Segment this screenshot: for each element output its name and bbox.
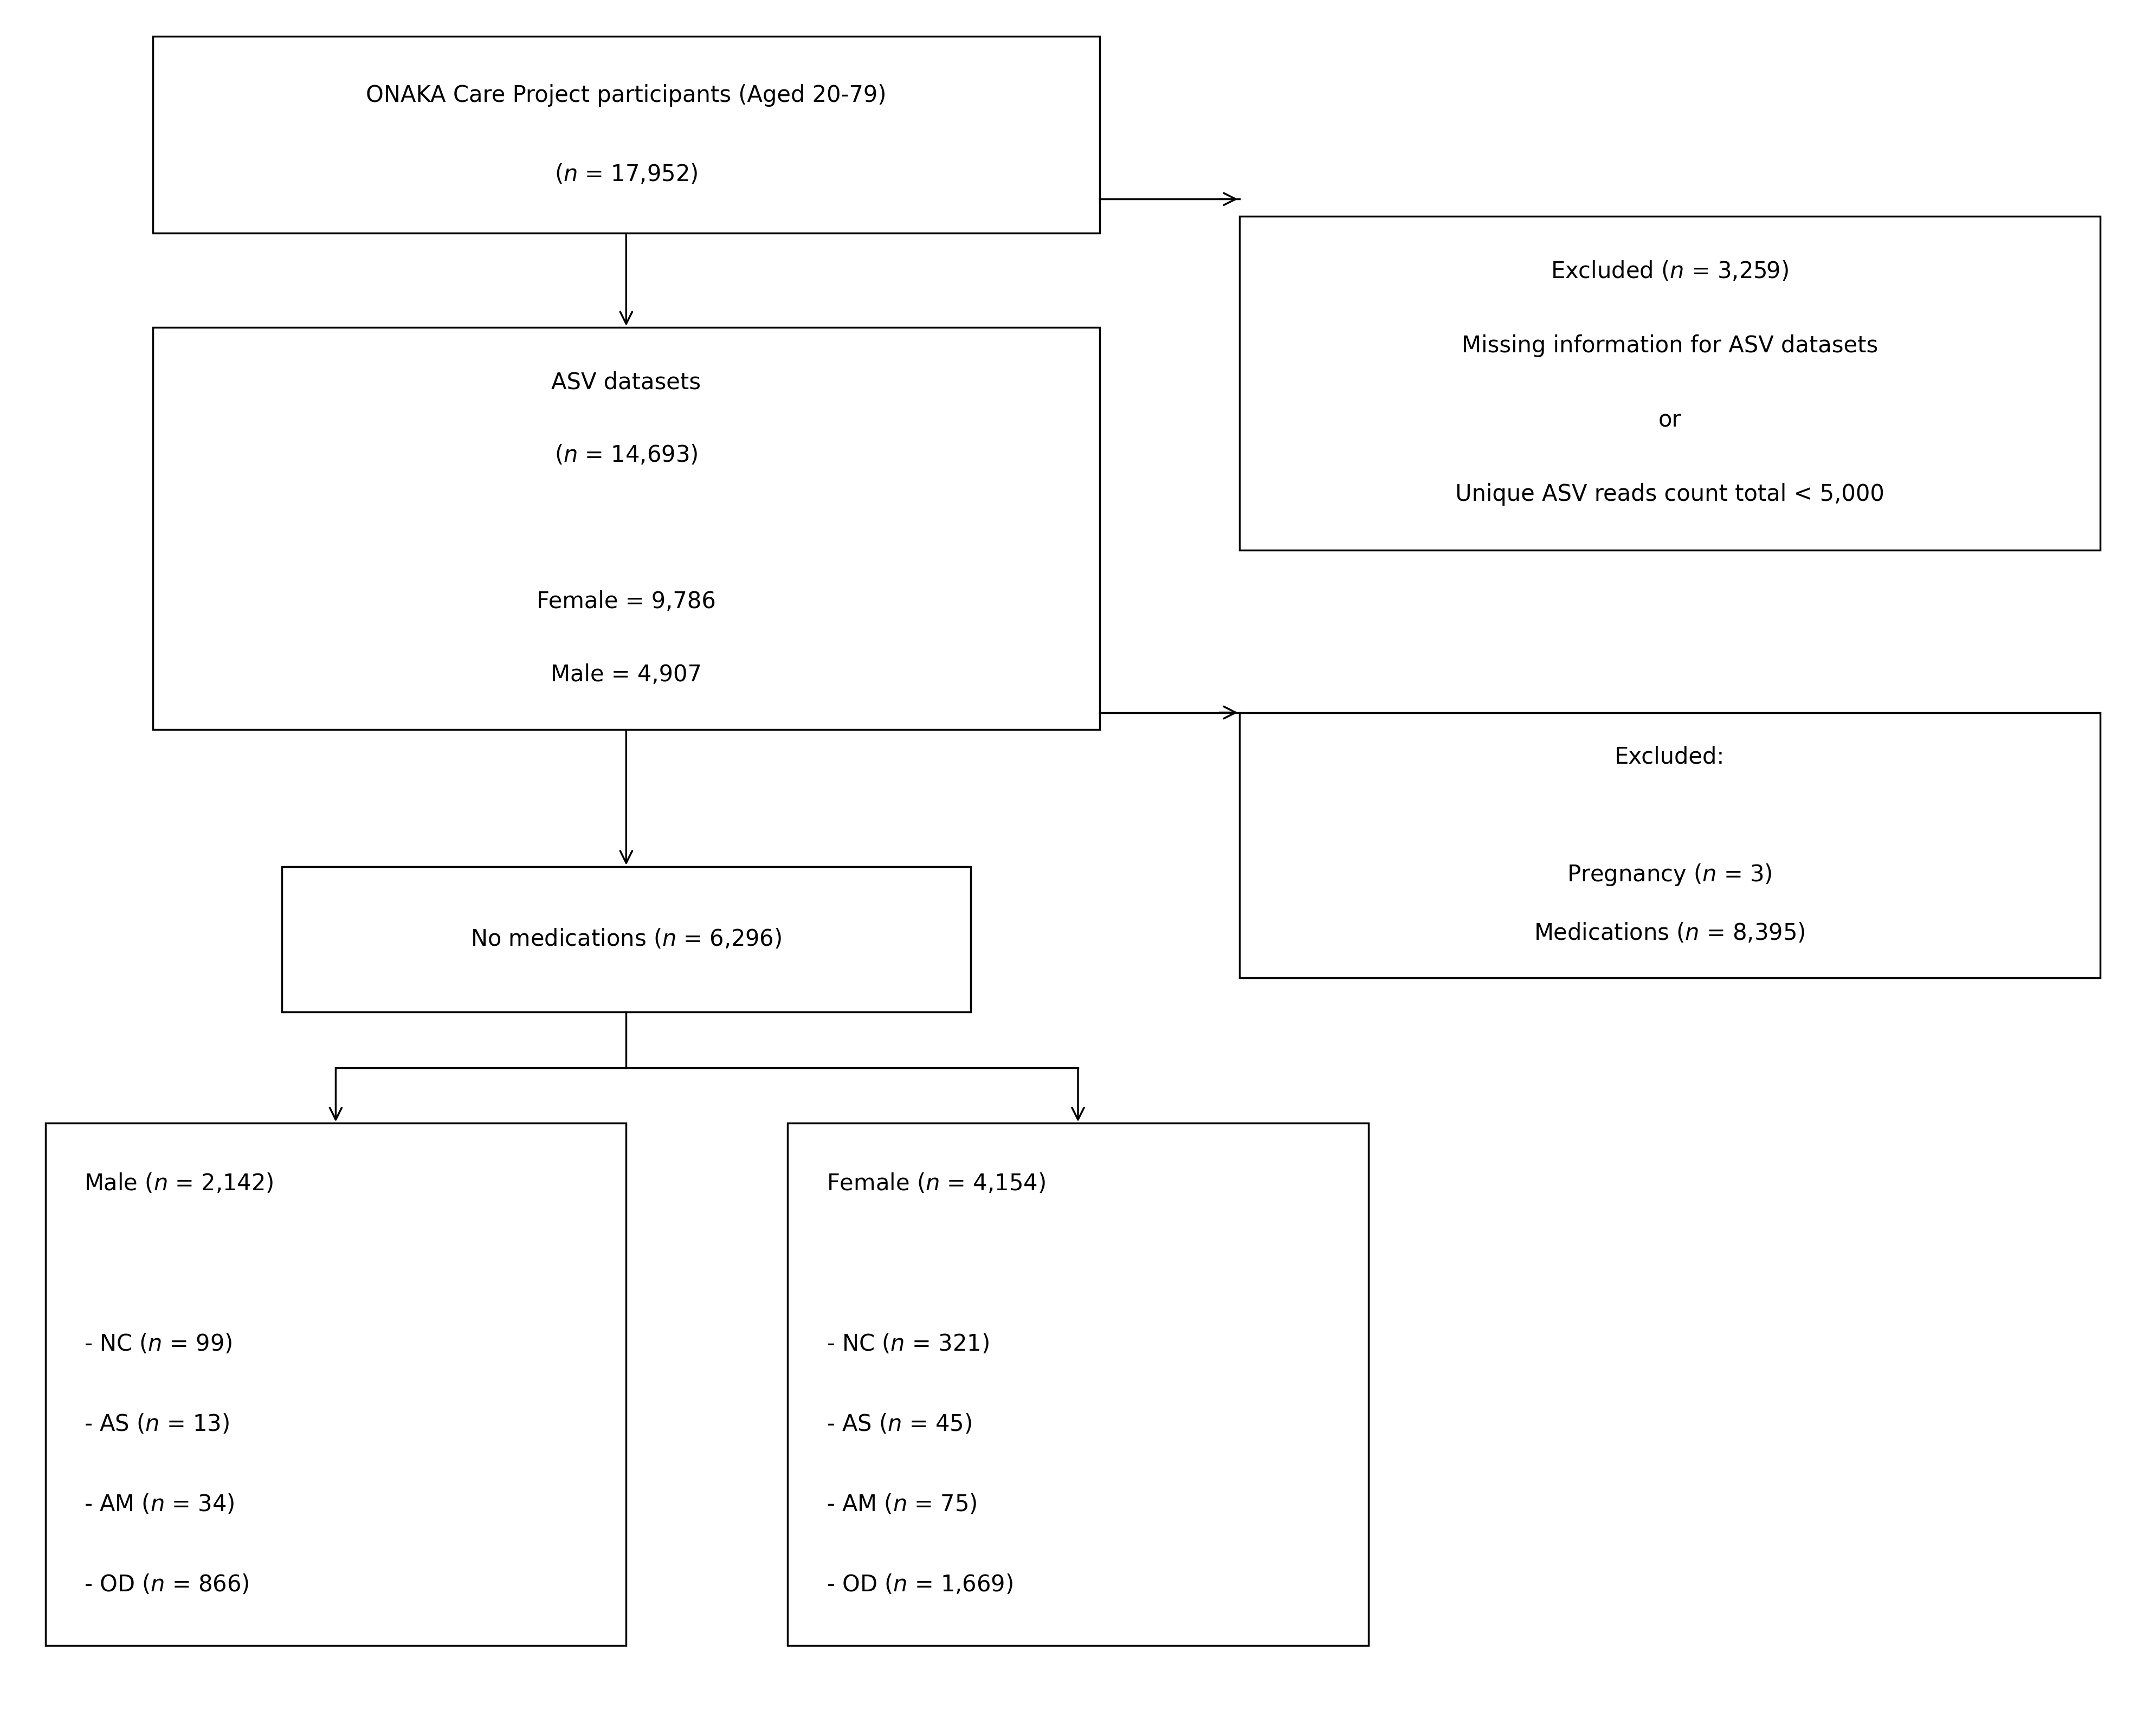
Text: - AM ($\it{n}$ = 34): - AM ($\it{n}$ = 34) [84,1493,235,1517]
Text: or: or [1658,408,1682,431]
Text: ($\it{n}$ = 14,693): ($\it{n}$ = 14,693) [554,444,699,467]
Text: ($\it{n}$ = 17,952): ($\it{n}$ = 17,952) [554,163,699,185]
Bar [153,328,1100,729]
Text: Medications ($\it{n}$ = 8,395): Medications ($\it{n}$ = 8,395) [1535,921,1805,946]
Text: Excluded:: Excluded: [1615,745,1725,769]
Text: Female = 9,786: Female = 9,786 [537,590,716,613]
Text: Male = 4,907: Male = 4,907 [550,664,701,686]
Text: No medications ($\it{n}$ = 6,296): No medications ($\it{n}$ = 6,296) [470,928,783,951]
Text: ONAKA Care Project participants (Aged 20-79): ONAKA Care Project participants (Aged 20… [367,84,886,106]
Bar [787,1124,1369,1646]
Text: - AS ($\it{n}$ = 45): - AS ($\it{n}$ = 45) [826,1412,972,1436]
Text: - OD ($\it{n}$ = 1,669): - OD ($\it{n}$ = 1,669) [826,1574,1013,1596]
Text: - NC ($\it{n}$ = 321): - NC ($\it{n}$ = 321) [826,1333,990,1356]
Text: - AM ($\it{n}$ = 75): - AM ($\it{n}$ = 75) [826,1493,977,1517]
Text: Male ($\it{n}$ = 2,142): Male ($\it{n}$ = 2,142) [84,1172,274,1194]
Text: - NC ($\it{n}$ = 99): - NC ($\it{n}$ = 99) [84,1333,233,1356]
Bar [153,36,1100,233]
Bar [1240,216,2100,549]
Text: - AS ($\it{n}$ = 13): - AS ($\it{n}$ = 13) [84,1412,229,1436]
Text: Excluded ($\it{n}$ = 3,259): Excluded ($\it{n}$ = 3,259) [1550,261,1789,283]
Text: Missing information for ASV datasets: Missing information for ASV datasets [1462,335,1878,357]
Text: Pregnancy ($\it{n}$ = 3): Pregnancy ($\it{n}$ = 3) [1567,861,1772,887]
Bar [282,867,970,1012]
Bar [45,1124,625,1646]
Text: - OD ($\it{n}$ = 866): - OD ($\it{n}$ = 866) [84,1574,248,1596]
Text: Unique ASV reads count total < 5,000: Unique ASV reads count total < 5,000 [1455,482,1884,506]
Bar [1240,712,2100,978]
Text: ASV datasets: ASV datasets [552,371,701,393]
Text: Female ($\it{n}$ = 4,154): Female ($\it{n}$ = 4,154) [826,1172,1046,1194]
